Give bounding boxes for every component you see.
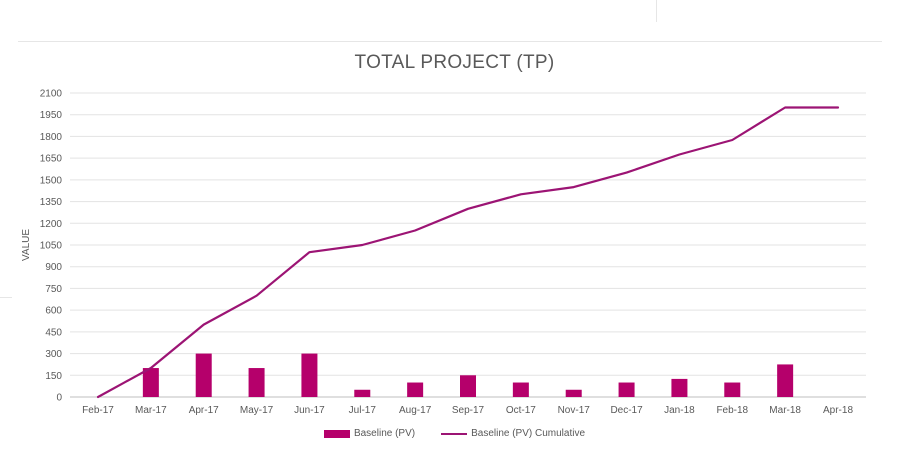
legend-swatch-line [441,432,468,435]
bar [142,368,159,397]
legend-item-bar[interactable]: Baseline (PV) [323,428,416,439]
y-tick-label: 1050 [40,241,63,252]
x-tick-label: Jun-17 [294,405,325,416]
x-tick-label: Feb-18 [716,405,748,416]
bar [301,353,318,397]
y-tick-label: 300 [45,349,62,360]
y-tick-label: 600 [45,306,62,317]
legend-label-bar: Baseline (PV) [353,428,416,439]
bar [565,389,582,397]
x-tick-label: Nov-17 [558,405,591,416]
legend-item-line[interactable]: Baseline (PV) Cumulative [441,428,585,439]
y-tick-label: 1800 [40,132,63,143]
x-tick-label: Oct-17 [506,405,536,416]
y-tick-label: 1200 [40,219,63,230]
bar [618,382,635,397]
bar [777,364,794,397]
y-tick-label: 2100 [40,89,63,100]
left-divider-tick [0,297,12,298]
y-tick-label: 750 [45,284,62,295]
y-tick-label: 0 [56,393,62,404]
cumulative-line [96,106,840,399]
x-tick-label: Feb-17 [82,405,114,416]
bar [407,382,424,397]
y-tick-label: 1500 [40,175,63,186]
x-tick-label: Sep-17 [452,405,485,416]
y-tick-label: 1950 [40,110,63,121]
x-tick-label: Aug-17 [399,405,432,416]
y-tick-label: 1350 [40,197,63,208]
bar [195,353,212,397]
chart-legend: Baseline (PV) Baseline (PV) Cumulative [0,428,909,439]
x-tick-label: Jan-18 [664,405,695,416]
bar [354,389,371,397]
bar [671,378,688,397]
bar [460,375,476,397]
top-divider [18,41,882,42]
top-divider-tick [656,0,657,22]
x-tick-label: Apr-18 [823,405,853,416]
bar [724,382,741,397]
bar [248,368,265,397]
bar [512,382,529,397]
x-tick-label: Apr-17 [189,405,219,416]
legend-swatch-bar [323,429,350,438]
x-tick-label: Mar-17 [135,405,167,416]
y-tick-label: 1650 [40,154,63,165]
y-axis-title: VALUE [21,229,32,261]
x-tick-label: Jul-17 [349,405,377,416]
x-tick-label: May-17 [240,405,274,416]
chart-title: TOTAL PROJECT (TP) [354,52,555,73]
x-tick-label: Mar-18 [769,405,801,416]
y-tick-label: 900 [45,262,62,273]
y-tick-label: 450 [45,327,62,338]
legend-label-line: Baseline (PV) Cumulative [471,428,586,439]
x-tick-label: Dec-17 [610,405,643,416]
y-tick-label: 150 [45,371,62,382]
